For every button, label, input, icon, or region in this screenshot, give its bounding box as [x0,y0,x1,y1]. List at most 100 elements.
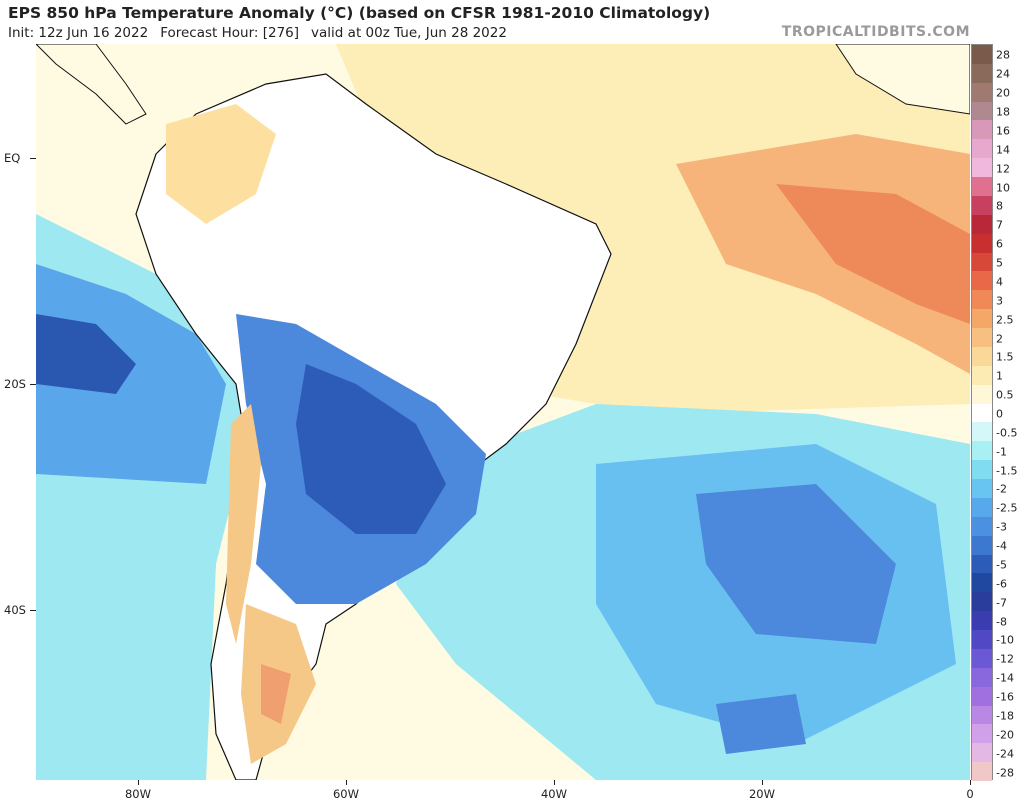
colorbar-label: 1.5 [996,350,1014,364]
colorbar-label: 7 [996,218,1003,232]
colorbar-segment [972,328,992,348]
init-time: Init: 12z Jun 16 2022 [8,25,149,41]
colorbar-segment [972,45,992,65]
lat-label-40s: 40S [4,603,26,617]
anomaly-zone-pacific-cold [36,314,136,394]
colorbar-segment [972,573,992,593]
anomaly-map [36,44,970,780]
colorbar-label: 28 [996,48,1010,62]
colorbar-segment [972,177,992,197]
colorbar-label: 6 [996,237,1003,251]
colorbar-label: 3 [996,294,1003,308]
anomaly-zone-patagonia-warmer [261,664,291,724]
lon-tick-40w [554,780,555,785]
colorbar-segment [972,497,992,518]
colorbar-segment [972,346,992,367]
lon-label-20w: 20W [748,787,776,801]
colorbar-segment [972,309,992,329]
colorbar-segment [972,516,992,537]
lon-label-40w: 40W [540,787,568,801]
colorbar-segment [972,762,992,782]
forecast-hour: Forecast Hour: [276] [160,25,300,41]
colorbar-segment [972,365,992,386]
colorbar-label: 0.5 [996,388,1014,402]
lon-label-0: 0 [966,787,974,801]
anomaly-zone-continent-very-cold [296,364,446,534]
colorbar-label: -20 [996,728,1014,742]
colorbar-segment [972,422,992,442]
map-svg [36,44,970,780]
colorbar-segment [972,535,992,556]
colorbar-segment [972,252,992,272]
colorbar-label: -6 [996,577,1007,591]
lon-tick-80w [138,780,139,785]
colorbar-segment [972,441,992,461]
colorbar-segment [972,630,992,650]
colorbar-label: 18 [996,105,1010,119]
anomaly-zone-atlantic-cold-south [716,694,806,754]
lon-tick-20w [762,780,763,785]
lon-tick-0 [970,780,971,785]
colorbar [971,44,993,782]
colorbar-segment [972,460,992,480]
colorbar-segment [972,592,992,612]
colorbar-label: -7 [996,596,1007,610]
colorbar-segment [972,271,992,291]
anomaly-zone-pacific-cool [36,264,226,484]
colorbar-segment [972,686,992,706]
colorbar-label: -4 [996,539,1007,553]
colorbar-label: -10 [996,633,1014,647]
colorbar-label: 0 [996,407,1003,421]
colorbar-segment [972,63,992,84]
colorbar-label: 24 [996,67,1010,81]
colorbar-segment [972,195,992,216]
colorbar-label: 14 [996,143,1010,157]
colorbar-segment [972,233,992,254]
colorbar-label: 2 [996,332,1003,345]
colorbar-segment [972,705,992,725]
colorbar-label: -18 [996,709,1014,723]
colorbar-label: -12 [996,652,1014,666]
africa-land [835,44,970,115]
colorbar-label: 4 [996,275,1003,289]
site-credit[interactable]: TROPICALTIDBITS.COM [781,24,970,40]
colorbar-segment [972,139,992,159]
colorbar-segment [972,82,992,103]
lat-tick-eq [30,158,36,159]
colorbar-segment [972,667,992,688]
colorbar-label: -3 [996,520,1007,534]
colorbar-segment [972,743,992,763]
lat-tick-20s [30,384,36,385]
lat-label-eq: EQ [4,151,21,165]
colorbar-segment [972,403,992,423]
colorbar-segment [972,120,992,140]
lat-tick-40s [30,610,36,611]
colorbar-segment [972,384,992,405]
map-subtitle: Init: 12z Jun 16 2022 Forecast Hour: [276… [8,25,507,41]
colorbar-label: 5 [996,256,1003,270]
colorbar-label: -5 [996,558,1007,572]
valid-time: valid at 00z Tue, Jun 28 2022 [311,25,507,41]
anomaly-zone-andes-warm [226,404,261,644]
colorbar-label: -16 [996,690,1014,704]
colorbar-label: 12 [996,162,1010,176]
colorbar-segment [972,611,992,631]
colorbar-label: -24 [996,747,1014,761]
lon-label-80w: 80W [124,787,152,801]
colorbar-label: -1.5 [996,464,1018,478]
lat-label-20s: 20S [4,377,26,391]
map-title: EPS 850 hPa Temperature Anomaly (°C) (ba… [8,4,711,22]
colorbar-segment [972,158,992,178]
anomaly-zone-warm [676,134,970,374]
colorbar-segment [972,479,992,499]
colorbar-label: -1 [996,445,1007,459]
lon-tick-60w [346,780,347,785]
colorbar-segment [972,554,992,574]
colorbar-label: -14 [996,671,1014,685]
colorbar-label: 8 [996,199,1003,213]
lon-label-60w: 60W [332,787,360,801]
colorbar-label: 2.5 [996,313,1014,327]
colorbar-label: -2.5 [996,501,1018,515]
colorbar-segment [972,724,992,744]
colorbar-segment [972,101,992,121]
